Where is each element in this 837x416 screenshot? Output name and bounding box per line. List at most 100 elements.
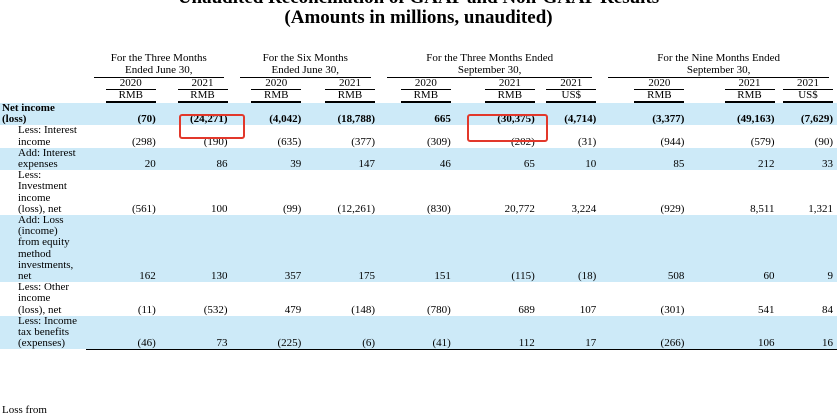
table-cell: (266) <box>600 315 689 350</box>
table-cell: (49,163) <box>688 103 779 126</box>
report-title: Unaudited Reconciliation of GAAP and Non… <box>0 0 837 9</box>
year-header: 2020 <box>86 78 160 90</box>
table-cell: (148) <box>351 303 376 316</box>
table-cell: (532) <box>203 303 228 316</box>
truncated-row-label: Loss from <box>2 404 47 416</box>
table-row: Add: Interest expenses 20 86 39 147 46 65 10 85 21… <box>0 147 837 171</box>
row-label: Less: Interest income <box>18 124 77 148</box>
table-cell: (225) <box>231 315 306 350</box>
highlight-box-q3-2021-net-loss <box>467 114 548 142</box>
table-cell: 46 <box>379 147 455 171</box>
currency-header: RMB <box>379 90 455 103</box>
table-cell: 357 <box>231 215 306 283</box>
table-cell: 147 <box>305 147 380 171</box>
table-cell: 479 <box>284 303 302 316</box>
year-header: 2021 <box>455 78 539 90</box>
year-header: 2021 <box>779 78 837 90</box>
table-cell: (4,714) <box>538 103 601 126</box>
row-label: Less: Income tax benefits (expenses) <box>0 315 87 350</box>
table-cell: 107 <box>579 303 597 316</box>
table-cell: (90) <box>814 135 833 148</box>
table-cell: (635) <box>277 135 302 148</box>
table-cell: 9 <box>778 215 837 283</box>
table-cell: (377) <box>351 135 376 148</box>
year-header: 2021 <box>539 78 600 90</box>
table-cell: 60 <box>688 215 779 283</box>
table-cell: (944) <box>660 135 685 148</box>
currency-header: US$ <box>779 90 837 103</box>
table-cell: 10 <box>538 147 601 171</box>
table-cell: (309) <box>427 135 451 148</box>
table-cell: (115) <box>454 215 539 283</box>
row-label: Net income (loss) <box>0 102 87 126</box>
table-cell: 112 <box>454 315 539 350</box>
year-header: 2021 <box>688 78 778 90</box>
table-cell: (190) <box>203 135 228 148</box>
table-cell: (4,042) <box>231 103 306 126</box>
period-header-row: For the Three Months Ended June 30, For t… <box>0 50 837 78</box>
table-cell: 162 <box>86 215 160 283</box>
table-cell: 8,511 <box>750 202 775 215</box>
table-cell: (929) <box>660 202 685 215</box>
year-header: 2021 <box>305 78 379 90</box>
table-cell: (11) <box>137 303 156 316</box>
period-header: For the Three Months Ended June 30, <box>86 50 231 78</box>
table-cell: (780) <box>427 303 451 316</box>
table-cell: 65 <box>454 147 539 171</box>
table-cell: 3,224 <box>571 202 597 215</box>
table-cell: (298) <box>131 135 156 148</box>
table-cell: (31) <box>577 135 597 148</box>
table-cell: (830) <box>427 202 451 215</box>
table-row: Net income (loss) (70) (24,271) (4,042) (18,7… <box>0 102 837 126</box>
table-cell: 106 <box>688 315 779 350</box>
table-cell: (561) <box>131 202 156 215</box>
table-cell: 175 <box>305 215 380 283</box>
table-cell: 689 <box>518 303 535 316</box>
year-header: 2020 <box>600 78 688 90</box>
table-cell: 16 <box>778 315 837 350</box>
table-cell: 20 <box>86 147 160 171</box>
table-cell: 73 <box>159 315 232 350</box>
table-cell: 39 <box>231 147 306 171</box>
reconciliation-table: For the Three Months Ended June 30, For t… <box>0 50 837 350</box>
table-cell: 665 <box>379 103 455 126</box>
table-row: Add: Loss (income) from equity method invest… <box>0 214 837 283</box>
currency-header: RMB <box>160 90 232 103</box>
table-cell: (41) <box>379 315 455 350</box>
currency-header: RMB <box>232 90 306 103</box>
table-cell: 541 <box>758 303 775 316</box>
table-cell: 1,321 <box>808 202 833 215</box>
table-cell: (70) <box>86 103 160 126</box>
period-header: For the Three Months Ended September 30, <box>379 50 600 78</box>
table-cell: 151 <box>379 215 455 283</box>
table-cell: 20,772 <box>504 202 535 215</box>
period-header: For the Nine Months Ended September 30, <box>600 50 837 78</box>
table-cell: (301) <box>660 303 685 316</box>
table-cell: 212 <box>688 147 779 171</box>
header-spacer <box>0 50 86 78</box>
table-cell: (12,261) <box>337 202 376 215</box>
table-cell: (18,788) <box>305 103 380 126</box>
currency-header: RMB <box>455 90 539 103</box>
currency-header: RMB <box>86 90 160 103</box>
table-cell: 508 <box>600 215 689 283</box>
row-label: Add: Loss (income) from equity method invest… <box>0 214 87 283</box>
row-label: Less: Other income (loss), net <box>18 281 70 316</box>
table-cell: (3,377) <box>600 103 689 126</box>
highlight-box-q2-2021-net-loss <box>179 114 245 139</box>
table-cell: (18) <box>538 215 601 283</box>
table-row: Less: Interest income (298) (190) (635) (377)… <box>0 124 837 148</box>
table-row: Less: Income tax benefits (expenses) (46) 73… <box>0 315 837 350</box>
table-cell: (46) <box>86 315 160 350</box>
table-cell: (579) <box>750 135 775 148</box>
table-cell: (7,629) <box>778 103 837 126</box>
report-subtitle: (Amounts in millions, unaudited) <box>284 7 553 28</box>
table-cell: (6) <box>305 315 380 350</box>
year-header: 2020 <box>232 78 306 90</box>
table-cell: (99) <box>282 202 302 215</box>
year-header-row: 2020 2021 2020 2021 2020 2021 2021 2020 … <box>0 78 837 90</box>
table-cell: 17 <box>538 315 601 350</box>
currency-header: RMB <box>600 90 688 103</box>
currency-header: RMB <box>305 90 379 103</box>
table-cell: 85 <box>600 147 689 171</box>
